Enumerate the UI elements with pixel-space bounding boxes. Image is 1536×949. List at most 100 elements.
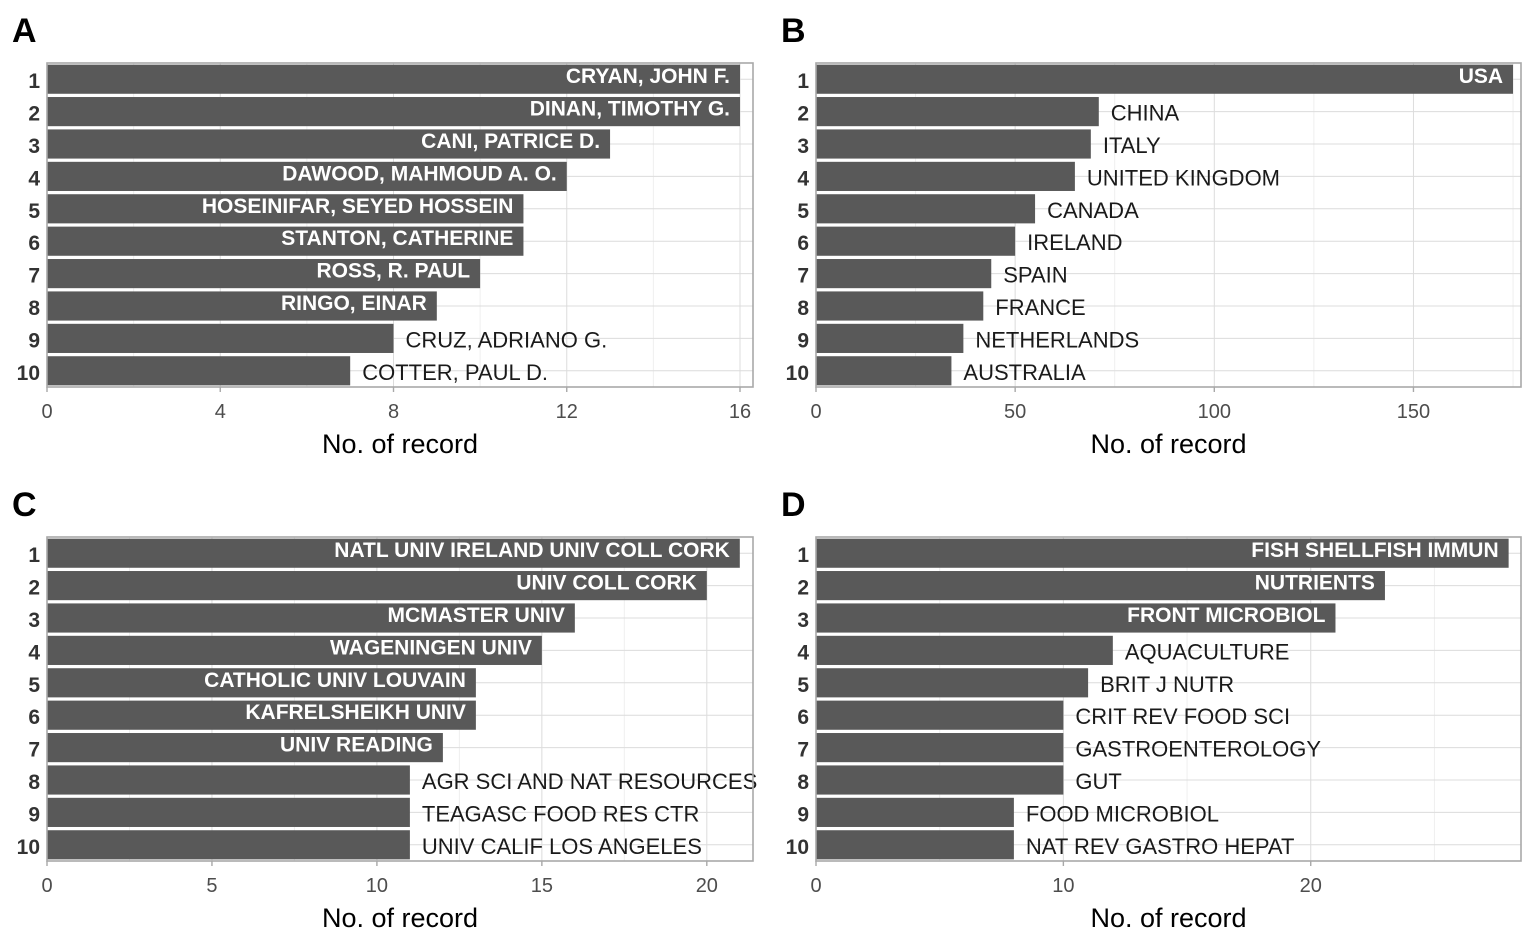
bar <box>47 668 476 698</box>
bar-label: DAWOOD, MAHMOUD A. O. <box>282 162 557 185</box>
bar <box>47 129 611 159</box>
rank-label: 6 <box>797 706 809 729</box>
bar <box>47 323 394 353</box>
bar-label: CRUZ, ADRIANO G. <box>406 327 608 352</box>
x-tick-label: 20 <box>1300 875 1322 897</box>
rank-label: 4 <box>28 641 40 664</box>
bar-label: FRONT MICROBIOL <box>1127 604 1325 627</box>
rank-label: 1 <box>28 70 40 93</box>
bar-label: FISH SHELLFISH IMMUN <box>1251 539 1498 562</box>
bar-label: DINAN, TIMOTHY G. <box>530 98 730 121</box>
x-axis-title: No. of record <box>1090 903 1246 933</box>
bar-label: FRANCE <box>995 295 1085 320</box>
bar <box>47 830 410 860</box>
bar-label: ITALY <box>1103 133 1161 158</box>
rank-label: 5 <box>797 674 809 697</box>
bar-label: AGR SCI AND NAT RESOURCES <box>422 769 757 794</box>
panel-border <box>46 62 754 388</box>
bar <box>816 356 952 386</box>
rank-label: 9 <box>797 329 809 352</box>
rank-label: 5 <box>28 200 40 223</box>
panel-letter: B <box>781 12 806 50</box>
bar-label: CANI, PATRICE D. <box>421 130 600 153</box>
rank-label: 4 <box>797 641 809 664</box>
rank-label: 1 <box>797 70 809 93</box>
bar <box>816 765 1064 795</box>
panel-letter: A <box>12 12 37 50</box>
bar <box>47 226 524 256</box>
panel-letter: D <box>781 486 806 524</box>
label-clip-mask <box>0 760 44 796</box>
bar-label: AQUACULTURE <box>1125 639 1290 664</box>
bar-label: STANTON, CATHERINE <box>281 227 513 250</box>
rank-label: 3 <box>797 135 809 158</box>
panel-border <box>46 536 754 862</box>
bar <box>47 291 437 321</box>
bar <box>47 161 567 191</box>
bar <box>816 700 1064 730</box>
bar <box>816 635 1113 665</box>
bar <box>816 194 1036 224</box>
x-axis-title: No. of record <box>322 903 478 933</box>
x-tick-label: 50 <box>1004 401 1026 423</box>
rank-label: 2 <box>28 577 40 600</box>
panel-border <box>815 536 1522 862</box>
x-axis-title: No. of record <box>322 429 478 459</box>
x-tick-label: 100 <box>1198 401 1231 423</box>
bar <box>816 603 1336 633</box>
bar <box>816 323 964 353</box>
x-tick-label: 8 <box>388 401 399 423</box>
rank-label: 7 <box>28 265 40 288</box>
rank-label: 8 <box>797 297 809 320</box>
rank-label: 3 <box>28 609 40 632</box>
rank-label: 8 <box>28 771 40 794</box>
bar-label: ROSS, R. PAUL <box>317 260 471 283</box>
rank-label: 3 <box>797 609 809 632</box>
bar-label: NAT REV GASTRO HEPAT <box>1026 834 1295 859</box>
bar <box>816 161 1075 191</box>
bar-label: NETHERLANDS <box>975 327 1139 352</box>
rank-label: 10 <box>17 836 40 859</box>
bar-label: UNIV CALIF LOS ANGELES <box>422 834 702 859</box>
bar-label: CRYAN, JOHN F. <box>566 65 730 88</box>
bar-label: BRIT J NUTR <box>1100 672 1234 697</box>
bar <box>47 733 443 763</box>
rank-label: 9 <box>28 803 40 826</box>
x-tick-label: 150 <box>1397 401 1430 423</box>
x-tick-label: 12 <box>556 401 578 423</box>
chart-panel-b: B 0 50 100 150 1 USA 2 CHINA 3 ITALY 4 UNITED KINGDO… <box>781 12 1522 459</box>
bar-label: USA <box>1459 65 1503 88</box>
rank-label: 6 <box>28 232 40 255</box>
bar-label: UNIV READING <box>280 734 433 757</box>
x-tick-label: 0 <box>41 875 52 897</box>
bar <box>816 64 1514 94</box>
bar <box>816 259 992 289</box>
bar <box>816 797 1014 827</box>
rank-label: 7 <box>797 265 809 288</box>
bar-label: NATL UNIV IRELAND UNIV COLL CORK <box>334 539 730 562</box>
rank-label: 1 <box>28 544 40 567</box>
x-tick-label: 16 <box>729 401 751 423</box>
bar <box>47 64 741 94</box>
bar-label: CATHOLIC UNIV LOUVAIN <box>204 669 466 692</box>
bar <box>47 700 476 730</box>
bar <box>816 97 1099 127</box>
panel-border <box>815 62 1522 388</box>
panel-letter: C <box>12 486 37 524</box>
x-tick-label: 15 <box>531 875 553 897</box>
rank-label: 4 <box>28 167 40 190</box>
rank-label: 5 <box>28 674 40 697</box>
rank-label: 2 <box>797 103 809 126</box>
bar-label: RINGO, EINAR <box>281 292 427 315</box>
bar <box>47 571 707 601</box>
bar-label: UNIV COLL CORK <box>516 572 696 595</box>
x-tick-label: 10 <box>1052 875 1074 897</box>
x-tick-label: 0 <box>810 875 821 897</box>
rank-label: 7 <box>797 739 809 762</box>
bar <box>816 830 1014 860</box>
x-tick-label: 20 <box>696 875 718 897</box>
bar-label: SPAIN <box>1003 263 1067 288</box>
rank-label: 10 <box>786 362 809 385</box>
rank-label: 9 <box>28 329 40 352</box>
